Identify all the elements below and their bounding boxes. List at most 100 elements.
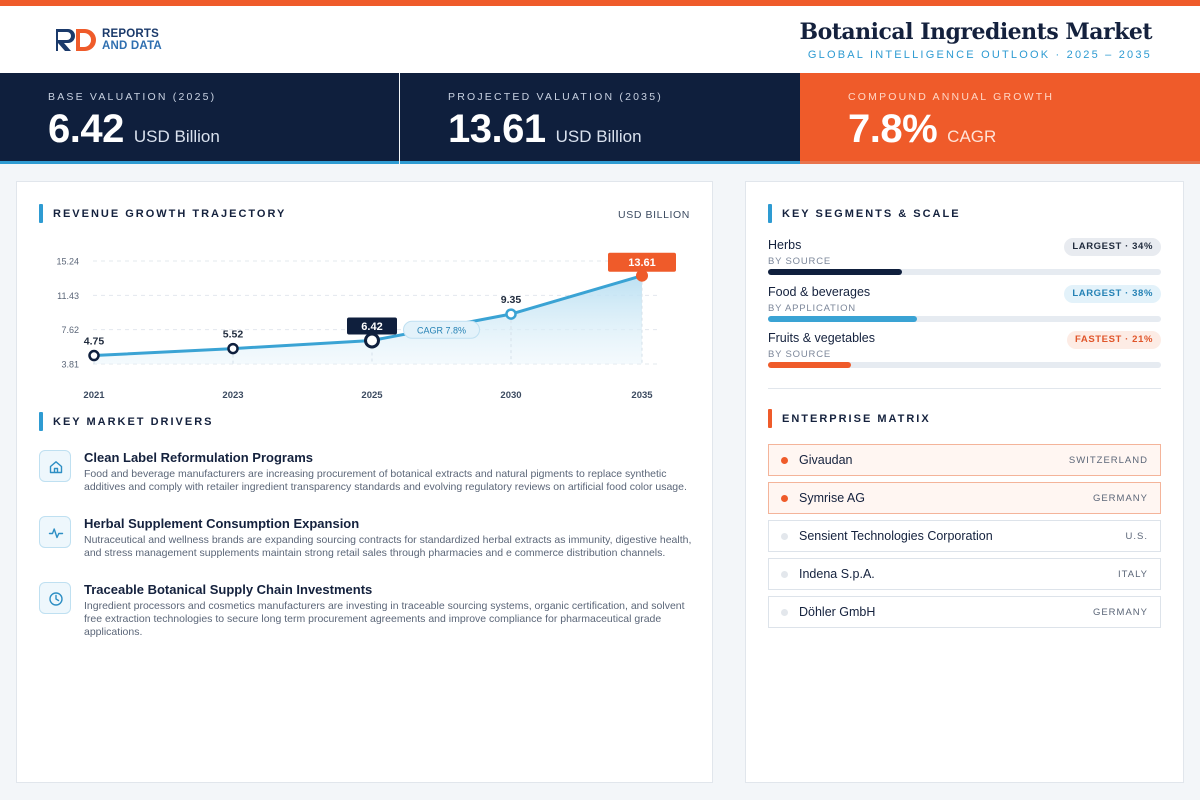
segment-track [768,269,1161,275]
value-badge [608,252,676,272]
segment-subtitle: BY SOURCE [768,349,831,360]
data-label: 9.35 [501,294,522,306]
data-point [364,332,380,349]
status-dot [781,609,788,616]
kpi-value: 13.61 [448,107,546,151]
kpi-unit: CAGR [947,127,997,146]
enterprise-row[interactable]: Indena S.p.A. ITALY [768,558,1161,590]
chart-section-title: REVENUE GROWTH TRAJECTORY [53,207,287,220]
page-header: REPORTS AND DATA Botanical Ingredients M… [0,6,1200,73]
kpi-value-group: 13.61 USD Billion [448,107,642,152]
driver-item: Traceable Botanical Supply Chain Investm… [39,580,691,646]
status-dot [781,533,788,540]
pulse-icon [39,516,71,548]
kpi-value-group: 6.42 USD Billion [48,107,220,152]
value-badge [347,317,397,335]
kpi-value: 6.42 [48,107,124,151]
enterprise-name: Givaudan [799,453,853,467]
segment-track [768,362,1161,368]
enterprise-row[interactable]: Givaudan SWITZERLAND [768,444,1161,476]
clock-icon [39,582,71,614]
enterprise-section-title: ENTERPRISE MATRIX [782,412,931,425]
segment-badge: LARGEST · 34% [1064,238,1161,256]
data-point [88,349,100,362]
driver-title: Clean Label Reformulation Programs [84,450,313,465]
enterprise-row[interactable]: Symrise AG GERMANY [768,482,1161,514]
kpi-unit: USD Billion [555,127,642,146]
brand-logo[interactable]: REPORTS AND DATA [54,27,162,53]
driver-title: Traceable Botanical Supply Chain Investm… [84,582,373,597]
data-label: 5.52 [223,329,244,341]
enterprise-row[interactable]: Sensient Technologies Corporation U.S. [768,520,1161,552]
enterprise-name: Indena S.p.A. [799,567,875,581]
kpi-label: PROJECTED VALUATION (2035) [448,91,663,103]
data-label: 4.75 [84,336,105,348]
x-tick-label: 2025 [361,390,383,401]
section-accent-bar [768,204,772,223]
kpi-projected-valuation: PROJECTED VALUATION (2035) 13.61 USD Bil… [400,73,800,164]
page-title: Botanical Ingredients Market [799,19,1152,45]
brand-line-1: REPORTS [102,28,159,40]
kpi-unit: USD Billion [133,127,220,146]
driver-title: Herbal Supplement Consumption Expansion [84,516,360,531]
home-icon [39,450,71,482]
segment-subtitle: BY APPLICATION [768,303,856,314]
segment-name: Herbs [768,238,802,252]
chart-unit-label: USD BILLION [618,209,690,221]
data-point [505,308,517,320]
segment-row-herbs: Herbs BY SOURCE LARGEST · 34% [768,238,1161,282]
segment-share-bar [768,362,851,368]
brand-line-2: AND DATA [102,40,162,52]
driver-description: Food and beverage manufacturers are incr… [84,468,687,493]
brand-name: REPORTS AND DATA [102,28,162,52]
y-tick-label: 11.43 [57,291,79,301]
kpi-label: COMPOUND ANNUAL GROWTH [848,91,1055,103]
kpi-value: 7.8% [848,107,938,151]
data-point [636,269,648,282]
enterprise-name: Döhler GmbH [799,605,876,619]
segment-name: Food & beverages [768,285,871,299]
enterprise-row[interactable]: Döhler GmbH GERMANY [768,596,1161,628]
logo-mark-icon [56,29,96,51]
enterprise-section-header: ENTERPRISE MATRIX [768,409,931,428]
segments-card: KEY SEGMENTS & SCALE Herbs BY SOURCE LAR… [745,181,1184,783]
drivers-section-header: KEY MARKET DRIVERS [39,412,213,431]
revenue-chart: 15.24 11.43 7.62 3.81 CAGR 7.8% 4.75 2021 5.52 2… [56,252,676,401]
kpi-base-valuation: BASE VALUATION (2025) 6.42 USD Billion [0,73,399,164]
data-label: 6.42 [361,321,382,333]
driver-description: Nutraceutical and wellness brands are ex… [84,534,692,559]
enterprise-country: ITALY [1118,569,1148,580]
segment-row-fruits-vegetables: Fruits & vegetables BY SOURCE FASTEST · … [768,331,1161,375]
kpi-cagr: COMPOUND ANNUAL GROWTH 7.8% CAGR [800,73,1200,164]
segment-badge: FASTEST · 21% [1066,331,1161,349]
status-dot [781,457,788,464]
segment-share-bar [768,269,902,275]
status-dot [781,495,788,502]
drivers-section-title: KEY MARKET DRIVERS [53,415,214,428]
segment-name: Fruits & vegetables [768,331,875,345]
segment-share-bar [768,316,918,322]
area-fill [94,275,642,364]
data-label: 13.61 [628,257,656,269]
y-tick-label: 3.81 [61,360,79,370]
enterprise-country: SWITZERLAND [1068,455,1148,466]
kpi-value-group: 7.8% CAGR [848,107,996,152]
segment-subtitle: BY SOURCE [768,256,831,267]
section-divider [768,388,1161,389]
enterprise-country: U.S. [1125,531,1148,542]
enterprise-name: Sensient Technologies Corporation [799,529,993,543]
driver-description: Ingredient processors and cosmetics manu… [84,600,685,638]
y-tick-label: 7.62 [61,325,79,335]
cagr-annotation: CAGR 7.8% [417,325,466,335]
page-subtitle: GLOBAL INTELLIGENCE OUTLOOK · 2025 – 203… [807,49,1152,61]
trajectory-card: REVENUE GROWTH TRAJECTORY USD BILLION 15… [16,181,713,783]
enterprise-country: GERMANY [1092,493,1148,504]
driver-item: Clean Label Reformulation Programs Food … [39,448,691,514]
cagr-annotation-pill [403,320,480,339]
section-accent-bar [768,409,772,428]
x-tick-label: 2035 [631,390,653,401]
y-tick-label: 15.24 [56,257,79,267]
top-accent-line [0,0,1200,6]
segment-row-food-beverages: Food & beverages BY APPLICATION LARGEST … [768,285,1161,329]
driver-item: Herbal Supplement Consumption Expansion … [39,514,691,580]
